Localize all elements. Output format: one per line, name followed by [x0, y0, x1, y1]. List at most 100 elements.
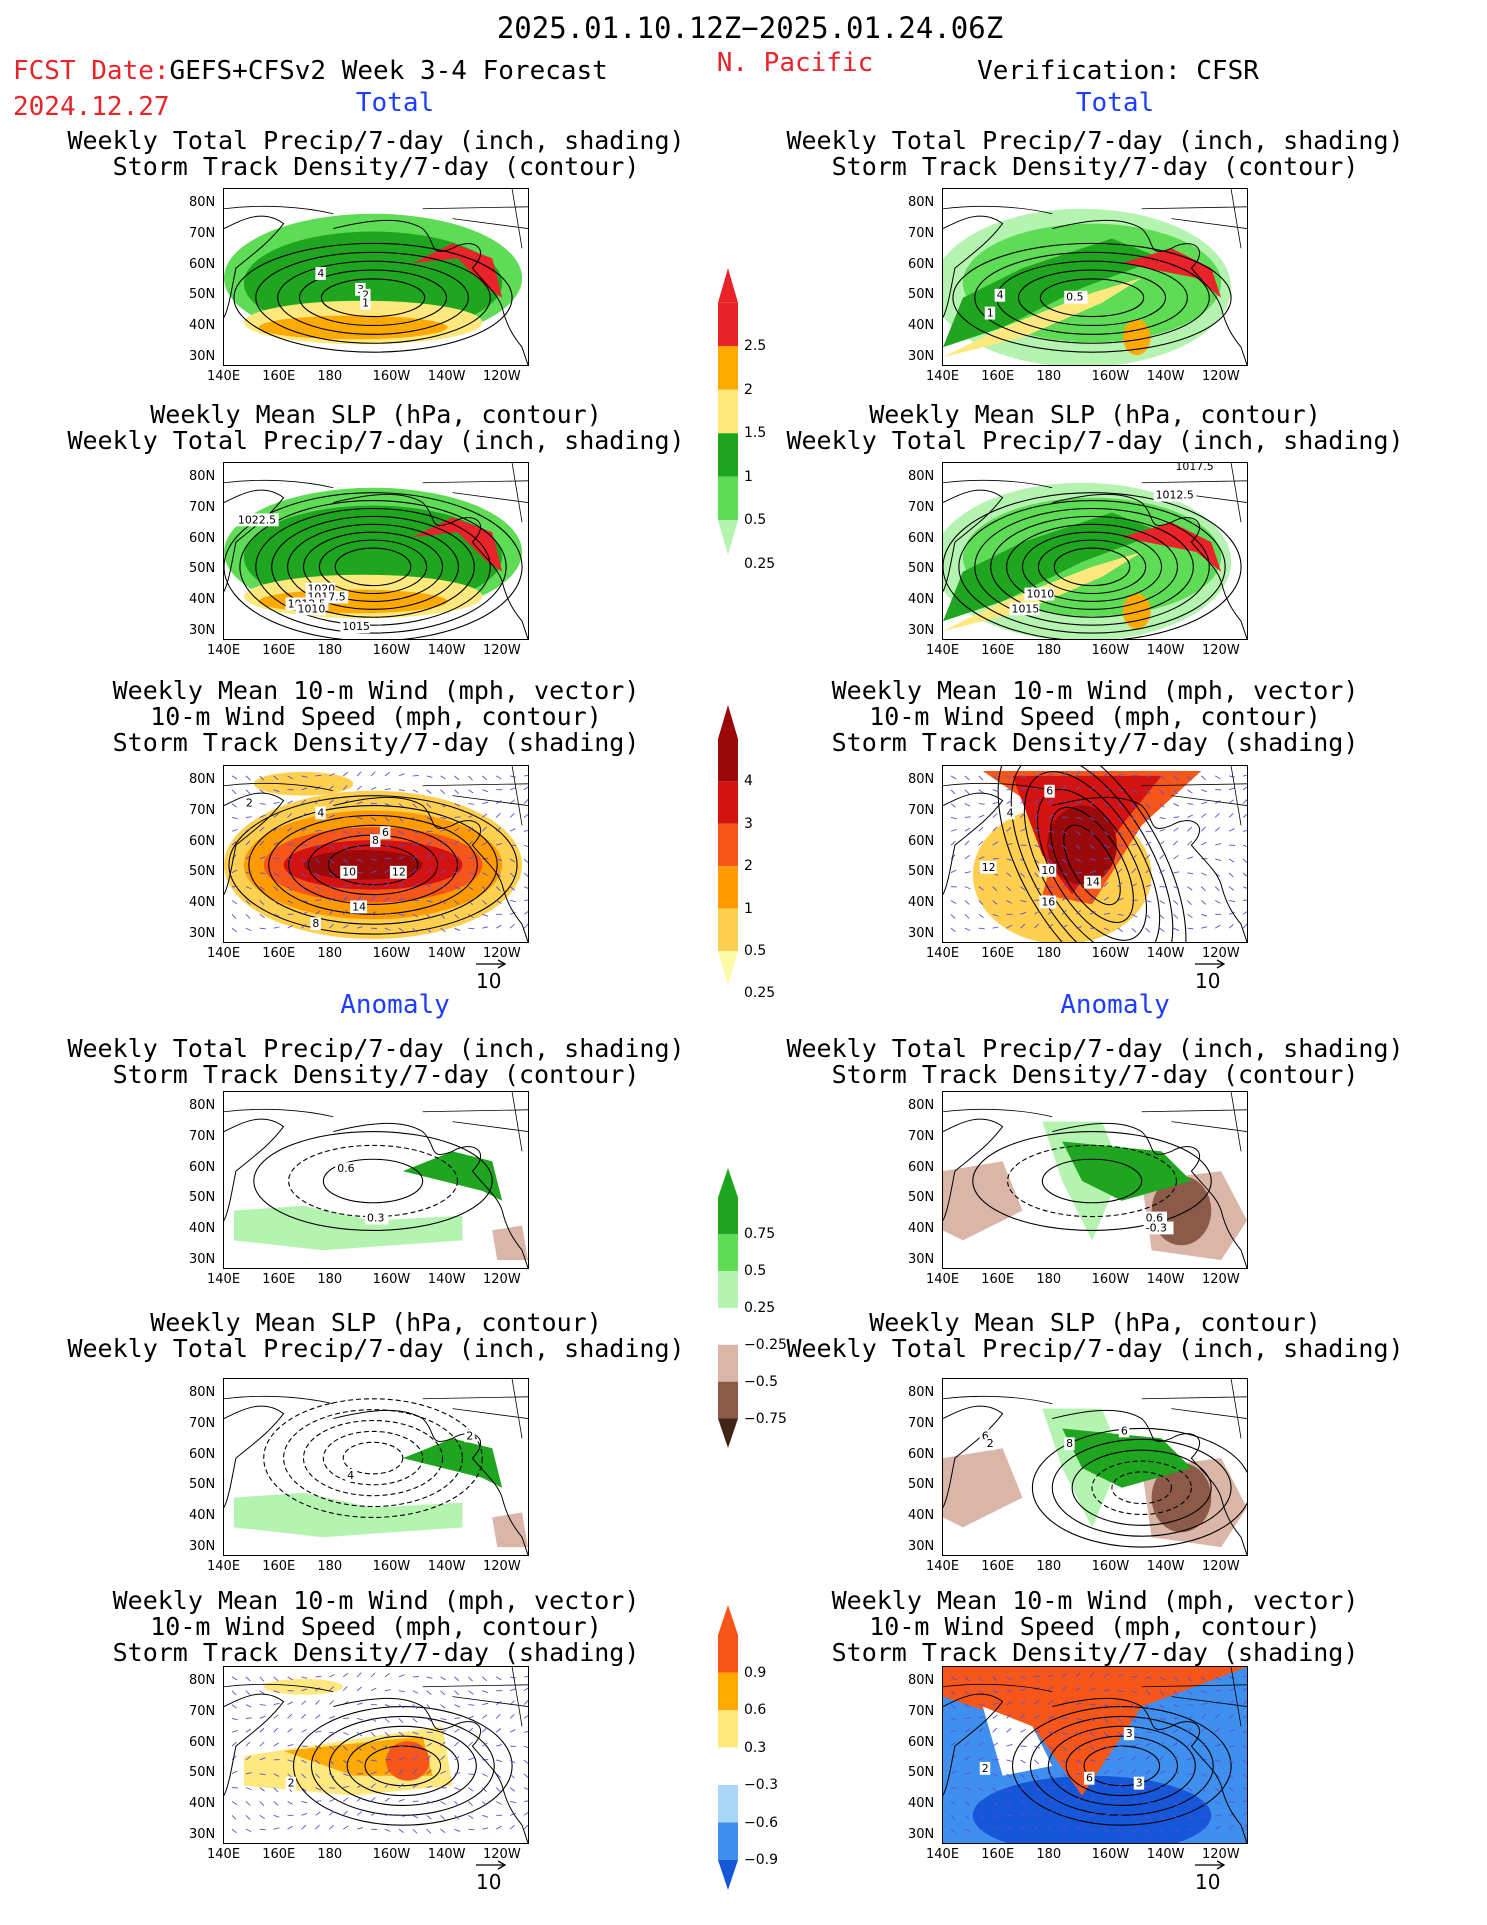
lat-tick-label: 40N	[908, 895, 935, 911]
lon-tick-label: 140W	[1146, 369, 1185, 384]
storm-density-contour	[320, 278, 426, 318]
contour-label: 6	[1046, 785, 1053, 798]
map-plot: 0.6 0.3	[224, 1092, 528, 1268]
contour-label-bg	[984, 1437, 996, 1451]
storm-density-contour	[952, 242, 1232, 353]
slp-anom-contour	[1071, 1449, 1212, 1526]
contour-label-bg	[340, 620, 371, 634]
contour-label: 0.6	[1146, 1212, 1163, 1225]
reference-vector-value: 10	[476, 1870, 502, 1894]
map-panel-total-verification-1: 4 1 0.5	[942, 188, 1248, 366]
contour-label: 8	[1066, 1437, 1073, 1450]
contour-label: 14	[1086, 876, 1100, 889]
panel-title-line-1: Weekly Mean SLP (hPa, contour)	[869, 1308, 1321, 1337]
lat-tick-label: 60N	[189, 256, 216, 272]
coastline-north-america	[1052, 1122, 1247, 1268]
coastline-asia	[224, 1693, 285, 1796]
coastline-north-america	[1052, 1409, 1247, 1555]
colorbar-label: 2.5	[744, 338, 767, 355]
contour-label: 1	[987, 307, 994, 320]
coastline-arctic	[1141, 766, 1247, 826]
reference-vector-value: 10	[476, 969, 502, 993]
lon-tick-label: 180	[1036, 946, 1062, 961]
reference-arrow	[1195, 959, 1226, 969]
lon-tick-label: 140E	[926, 1559, 960, 1574]
contour-label-bg	[295, 602, 326, 616]
lon-tick-label: 140W	[427, 369, 466, 384]
slp-anom-contour	[302, 1419, 444, 1497]
lat-tick-label: 50N	[908, 561, 935, 577]
lat-tick-label: 80N	[189, 1385, 216, 1400]
colorbar-precip-anom	[718, 1168, 738, 1448]
contour-label: 8	[372, 834, 379, 847]
lat-tick-label: 50N	[908, 864, 935, 880]
map-panel-anomaly-verification-1: 0.6 -0.3	[942, 1091, 1248, 1269]
lat-tick-label: 80N	[189, 772, 216, 787]
panel-title-line-3: Storm Track Density/7-day (shading)	[112, 1638, 640, 1667]
storm-density-anom-contour	[1041, 1158, 1143, 1204]
contour-label: 3	[1136, 1777, 1143, 1790]
slp-anom-contour	[263, 1398, 483, 1518]
contour-label: 4	[317, 806, 324, 819]
lat-tick-label: 60N	[908, 530, 935, 546]
coastline-arctic	[422, 766, 528, 826]
wind-vector-field	[950, 771, 1247, 933]
lat-tick-label: 80N	[908, 195, 935, 210]
lat-tick-label: 40N	[908, 318, 935, 334]
lon-tick-label: 180	[317, 1559, 343, 1574]
coastline-north-america	[1052, 219, 1247, 365]
lat-tick-label: 80N	[189, 1673, 216, 1688]
lon-tick-label: 180	[317, 1272, 343, 1287]
lon-tick-label: 180	[1036, 643, 1062, 658]
lat-tick-label: 80N	[908, 772, 935, 787]
wind-speed-anom-contour	[346, 1735, 460, 1797]
contour-label: 12	[392, 866, 406, 879]
contour-label: 1017.5	[1175, 463, 1213, 473]
colorbar-label: −0.6	[744, 1814, 778, 1831]
storm-density-anom-contour	[253, 1131, 493, 1231]
lon-tick-label: 180	[317, 946, 343, 961]
contour-label-bg	[1024, 587, 1055, 601]
lat-tick-label: 60N	[908, 1734, 935, 1750]
lon-tick-label: 160W	[372, 946, 411, 961]
colorbar-swatch	[718, 520, 738, 555]
lon-tick-label: 120W	[1202, 1272, 1240, 1287]
colorbar-graphic	[718, 268, 738, 555]
section-total-left: Total	[355, 88, 435, 118]
lon-tick-label: 120W	[1202, 1847, 1240, 1862]
map-panel-total-verification-3: 6 4 12 10 14 16	[942, 765, 1248, 943]
lat-tick-label: 30N	[189, 349, 216, 364]
lon-tick-label: 160W	[1091, 1559, 1130, 1574]
coastline-north-america	[333, 1697, 528, 1843]
precip-anom-brown-core	[1151, 1463, 1212, 1533]
storm-density-contour	[1017, 269, 1167, 326]
contour-label-bg	[235, 513, 279, 527]
coastline-siberia	[224, 782, 334, 792]
contour-label-bg	[994, 288, 1006, 302]
coastline-siberia	[224, 1683, 334, 1693]
storm-shade-north	[253, 771, 354, 796]
storm-density-contour	[233, 242, 513, 353]
colorbar-label: −0.75	[744, 1410, 787, 1427]
reference-vector: 10	[1195, 959, 1226, 993]
storm-density-contour	[974, 251, 1210, 344]
lat-tick-label: 60N	[189, 833, 216, 849]
panel-title-line-1: Weekly Total Precip/7-day (inch, shading…	[786, 126, 1404, 155]
verification-label: Verification: CFSR	[977, 56, 1259, 86]
colorbar-precip-total	[718, 268, 738, 555]
contour-label-bg	[1044, 784, 1055, 798]
lat-tick-label: 30N	[908, 1827, 935, 1842]
lon-tick-label: 160W	[1091, 643, 1130, 658]
colorbar-label: 0.3	[744, 1739, 767, 1756]
colorbar-top-cap	[718, 1168, 738, 1198]
colorbar-label: −0.25	[744, 1336, 787, 1353]
fcst-header: FCST Date:GEFS+CFSv2 Week 3-4 Forecast	[13, 58, 608, 84]
slp-anom-contour	[342, 1441, 404, 1475]
lon-tick-label: 140W	[427, 1559, 466, 1574]
coastline-north-america	[1052, 796, 1247, 942]
coastline-siberia	[224, 1395, 334, 1405]
date-range-title: 2025.01.10.12Z−2025.01.24.06Z	[496, 11, 1004, 45]
lon-tick-label: 160E	[981, 1559, 1015, 1574]
wind-speed-contour	[1050, 806, 1134, 924]
